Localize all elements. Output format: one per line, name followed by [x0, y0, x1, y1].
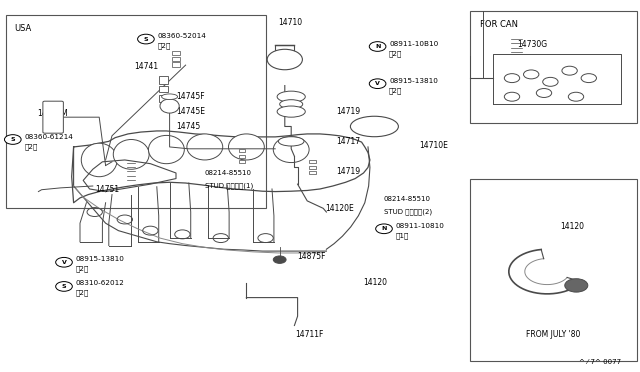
Text: （2）: （2） — [389, 87, 403, 94]
Text: 14717: 14717 — [336, 137, 360, 146]
Text: （2）: （2） — [24, 143, 38, 150]
FancyBboxPatch shape — [6, 15, 266, 208]
Ellipse shape — [351, 116, 399, 137]
Ellipse shape — [148, 135, 184, 164]
Circle shape — [56, 282, 72, 291]
Text: V: V — [61, 260, 67, 265]
Text: 08911-10B10: 08911-10B10 — [389, 41, 438, 46]
Text: 14710E: 14710E — [419, 141, 448, 150]
Text: 14719: 14719 — [336, 107, 360, 116]
Text: 14751M: 14751M — [37, 109, 68, 118]
Ellipse shape — [228, 134, 264, 160]
Ellipse shape — [268, 49, 303, 70]
Circle shape — [4, 135, 21, 144]
Ellipse shape — [81, 143, 117, 177]
FancyBboxPatch shape — [43, 101, 63, 133]
Ellipse shape — [160, 99, 179, 113]
Text: FROM JULY '80: FROM JULY '80 — [527, 330, 580, 339]
Text: 14745F: 14745F — [176, 92, 205, 101]
Circle shape — [138, 34, 154, 44]
Text: 08214-85510: 08214-85510 — [384, 196, 431, 202]
FancyBboxPatch shape — [159, 95, 168, 102]
Text: 14120: 14120 — [364, 278, 388, 287]
Text: N: N — [375, 44, 380, 49]
Text: （2）: （2） — [389, 50, 403, 57]
Text: 08915-13810: 08915-13810 — [389, 78, 438, 84]
Text: 14875F: 14875F — [298, 252, 326, 261]
Bar — [172, 51, 180, 55]
FancyBboxPatch shape — [470, 11, 637, 123]
Text: 08360-52014: 08360-52014 — [157, 33, 206, 39]
Ellipse shape — [280, 100, 303, 109]
Text: 14730G: 14730G — [517, 40, 547, 49]
Ellipse shape — [278, 137, 304, 146]
Text: S: S — [61, 284, 67, 289]
Text: S: S — [143, 36, 148, 42]
Circle shape — [273, 256, 286, 263]
Bar — [239, 155, 245, 158]
Ellipse shape — [162, 94, 178, 100]
Ellipse shape — [277, 91, 305, 102]
Text: USA: USA — [14, 24, 31, 33]
Text: 14745E: 14745E — [176, 107, 205, 116]
Text: （1）: （1） — [396, 232, 409, 239]
Text: FOR CAN: FOR CAN — [480, 20, 518, 29]
Bar — [172, 62, 180, 67]
Text: 14741: 14741 — [134, 62, 159, 71]
FancyBboxPatch shape — [159, 86, 168, 92]
Text: V: V — [375, 81, 380, 86]
Ellipse shape — [187, 134, 223, 160]
Text: ^ ⁄ 7^ 0077: ^ ⁄ 7^ 0077 — [579, 359, 621, 365]
Text: 14719: 14719 — [336, 167, 360, 176]
Circle shape — [376, 224, 392, 234]
Text: STUD スタッド(1): STUD スタッド(1) — [205, 183, 253, 189]
Bar — [239, 149, 245, 152]
FancyBboxPatch shape — [159, 76, 168, 84]
Circle shape — [56, 257, 72, 267]
Circle shape — [564, 279, 588, 292]
Text: S: S — [10, 137, 15, 142]
Text: 08214-85510: 08214-85510 — [205, 170, 252, 176]
Text: 08915-13810: 08915-13810 — [76, 256, 124, 262]
Bar — [239, 160, 245, 163]
Text: 08310-62012: 08310-62012 — [76, 280, 124, 286]
Text: 08911-10810: 08911-10810 — [396, 223, 444, 229]
Text: 14711F: 14711F — [296, 330, 324, 339]
FancyBboxPatch shape — [470, 179, 637, 361]
Text: （2）: （2） — [76, 290, 89, 296]
Text: 14745: 14745 — [176, 122, 200, 131]
Text: N: N — [381, 226, 387, 231]
Text: 14120E: 14120E — [325, 204, 354, 213]
Text: （2）: （2） — [157, 42, 171, 49]
Bar — [309, 160, 316, 163]
Text: （2）: （2） — [76, 266, 89, 272]
Text: 14710: 14710 — [278, 18, 303, 27]
Ellipse shape — [273, 137, 309, 163]
Text: 14751: 14751 — [95, 185, 119, 194]
Bar — [309, 166, 316, 169]
Bar — [309, 171, 316, 174]
Bar — [172, 57, 180, 61]
Text: 08360-61214: 08360-61214 — [24, 134, 73, 140]
Text: 14120: 14120 — [561, 222, 585, 231]
Text: STUD スタッド(2): STUD スタッド(2) — [384, 209, 432, 215]
Ellipse shape — [113, 140, 149, 169]
Ellipse shape — [277, 106, 305, 117]
Circle shape — [369, 79, 386, 89]
Circle shape — [369, 42, 386, 51]
